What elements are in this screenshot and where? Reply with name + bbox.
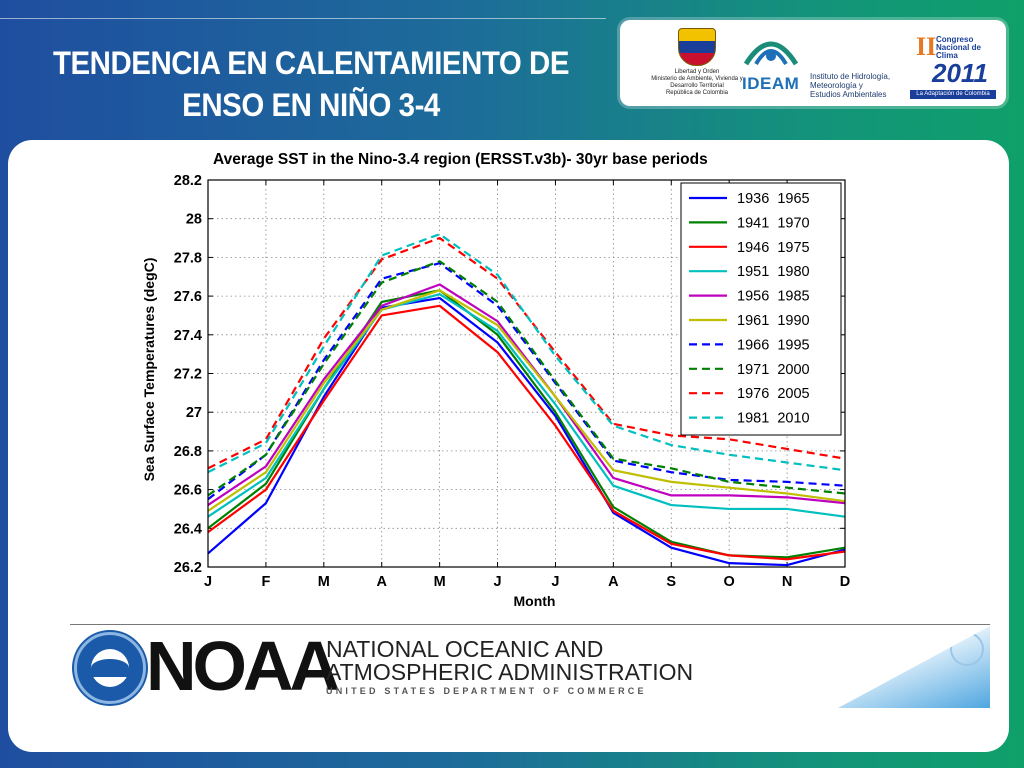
series-line <box>207 283 846 506</box>
ideam-eye-icon <box>744 41 798 66</box>
noaa-acronym: NOAA <box>146 627 340 705</box>
congreso-text: Congreso Nacional de Clima <box>936 35 981 60</box>
x-tick-label: F <box>261 574 270 590</box>
congreso-tagline: La Adaptación de Colombia <box>910 90 996 99</box>
x-tick-label: J <box>551 574 559 590</box>
ideam-description: Instituto de Hidrología, Meteorología y … <box>810 72 891 99</box>
x-axis-label: Month <box>514 593 556 609</box>
x-tick-label: A <box>608 574 619 590</box>
legend-label: 1961 1990 <box>737 313 810 329</box>
legend-label: 1941 1970 <box>737 215 810 231</box>
congreso-clima-logo: II Congreso Nacional de Clima 2011 La Ad… <box>908 28 1000 100</box>
y-tick-label: 28 <box>186 212 202 228</box>
y-tick-label: 26.6 <box>174 483 202 499</box>
legend-label: 1951 1980 <box>737 264 810 280</box>
chart-series <box>207 233 846 567</box>
ideam-logo: IDEAM Instituto de Hidrología, Meteorolo… <box>738 26 898 100</box>
y-tick-label: 27 <box>186 405 202 421</box>
ideam-name: IDEAM <box>742 74 800 93</box>
x-tick-label: M <box>434 574 446 590</box>
ministerio-text: Libertad y Orden Ministerio de Ambiente,… <box>651 69 743 96</box>
noaa-department: UNITED STATES DEPARTMENT OF COMMERCE <box>326 686 647 696</box>
noaa-name-line1: NATIONAL OCEANIC AND <box>326 636 604 662</box>
plot-frame <box>207 179 846 568</box>
legend-label: 1966 1995 <box>737 337 810 353</box>
x-tick-label: J <box>204 574 212 590</box>
y-tick-label: 26.8 <box>174 444 202 460</box>
x-tick-label: D <box>840 574 850 590</box>
legend-label: 1981 2010 <box>737 411 810 427</box>
x-tick-label: O <box>724 574 735 590</box>
y-tick-label: 26.2 <box>174 560 202 576</box>
x-tick-label: A <box>376 574 387 590</box>
congreso-year: 2011 <box>932 58 988 88</box>
series-line <box>207 293 846 518</box>
ministerio-logo: Libertad y Orden Ministerio de Ambiente,… <box>642 28 752 97</box>
legend-label: 1946 1975 <box>737 240 810 256</box>
legend-label: 1971 2000 <box>737 362 810 378</box>
noaa-rule <box>70 624 990 625</box>
x-tick-label: S <box>666 574 676 590</box>
congreso-roman-numeral: II <box>916 32 937 61</box>
y-tick-label: 27.4 <box>174 328 202 344</box>
title-rule <box>0 18 606 19</box>
y-axis-label: Sea Surface Temperatures (degC) <box>141 258 157 482</box>
noaa-name-line2: ATMOSPHERIC ADMINISTRATION <box>326 659 694 685</box>
content-panel <box>8 140 1009 752</box>
noaa-banner: NOAA NATIONAL OCEANIC AND ATMOSPHERIC AD… <box>70 624 990 712</box>
y-tick-label: 27.8 <box>174 250 202 266</box>
y-tick-labels: 26.2 26.4 26.6 26.8 27 27.2 27.4 27.6 27.8 28 28.2 <box>174 173 202 576</box>
chart-title: Average SST in the Nino-3.4 region (ERSS… <box>213 151 708 168</box>
x-tick-label: M <box>318 574 330 590</box>
y-tick-label: 27.6 <box>174 289 202 305</box>
noaa-full-name: NATIONAL OCEANIC AND ATMOSPHERIC ADMINIS… <box>326 638 693 684</box>
y-tick-label: 28.2 <box>174 173 202 189</box>
y-tick-label: 26.4 <box>174 521 202 537</box>
chart-legend: 1936 1965 1941 1970 1946 1975 1951 1980 1956… <box>680 182 842 436</box>
series-line <box>207 304 846 561</box>
noaa-seal-icon <box>74 632 146 704</box>
sst-line-chart: 26.2 26.4 26.6 26.8 27 27.2 27.4 27.6 27.8 28 28.2… <box>141 151 850 609</box>
y-tick-label: 27.2 <box>174 367 202 383</box>
x-tick-label: N <box>782 574 792 590</box>
series-line <box>207 289 846 512</box>
legend-box <box>680 182 842 436</box>
colombia-coat-of-arms-icon <box>678 28 716 66</box>
sponsor-logos: Libertad y Orden Ministerio de Ambiente,… <box>620 20 1006 106</box>
x-tick-label: J <box>494 574 502 590</box>
series-line <box>207 236 846 470</box>
slide-title: TENDENCIA EN CALENTAMIENTO DE ENSO EN NI… <box>52 45 570 123</box>
legend-label: 1956 1985 <box>737 289 810 305</box>
series-line <box>207 233 846 474</box>
series-line <box>207 260 846 497</box>
legend-label: 1976 2005 <box>737 386 810 402</box>
legend-label: 1936 1965 <box>737 191 810 207</box>
